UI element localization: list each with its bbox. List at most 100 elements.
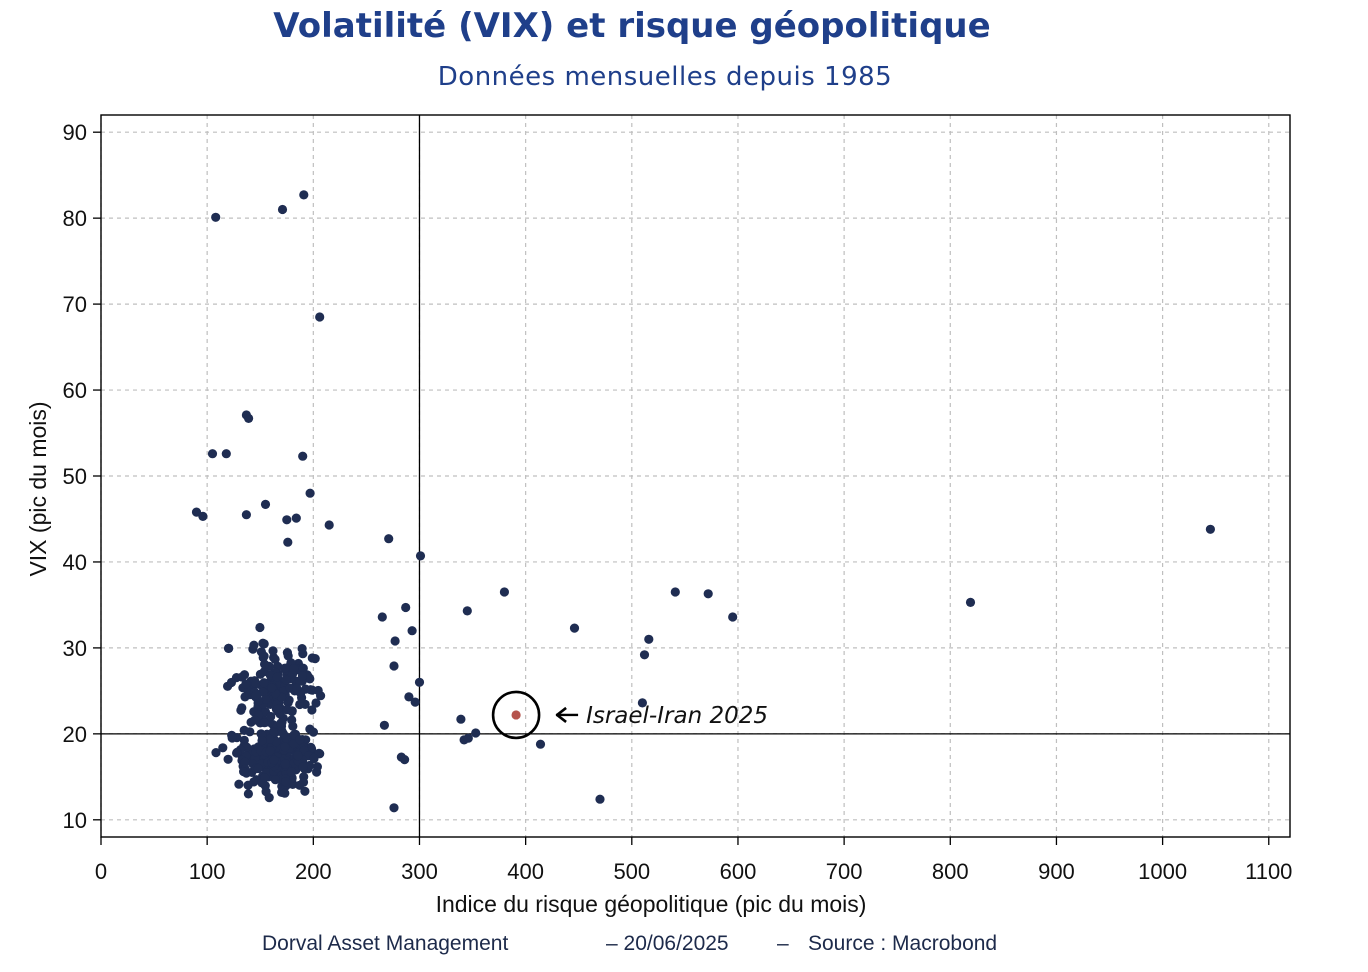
- data-point: [211, 212, 221, 222]
- x-tick-label: 900: [1038, 859, 1075, 884]
- footer-separator: –: [777, 932, 789, 955]
- data-point: [218, 743, 228, 753]
- data-point: [237, 672, 247, 682]
- data-point: [221, 449, 231, 459]
- data-point: [260, 718, 270, 728]
- axis-ticks: 0 100 200 300 400 500 600 700 800 900 1000 1100 10 20…: [63, 120, 1293, 884]
- x-tick-label: 700: [826, 859, 863, 884]
- y-tick-label: 40: [63, 550, 87, 575]
- data-point: [273, 704, 283, 714]
- data-point: [250, 715, 260, 725]
- data-point: [298, 451, 308, 461]
- data-point: [269, 727, 279, 738]
- data-point: [297, 671, 307, 681]
- data-point: [308, 727, 318, 737]
- data-point: [270, 654, 280, 665]
- data-point: [414, 677, 425, 687]
- data-point: [261, 787, 271, 797]
- data-point: [637, 698, 648, 708]
- data-point: [282, 515, 292, 525]
- highlight-point: [511, 710, 521, 720]
- y-tick-label: 50: [63, 464, 87, 489]
- data-point: [258, 638, 268, 648]
- x-axis-label: Indice du risque géopolitique (pic du mo…: [436, 891, 867, 917]
- data-point: [260, 659, 270, 669]
- data-point: [390, 636, 400, 646]
- data-point: [295, 780, 305, 790]
- data-point: [499, 587, 509, 597]
- data-point: [299, 190, 309, 200]
- data-point: [224, 643, 234, 654]
- data-point: [310, 654, 320, 664]
- chart-subtitle: Données mensuelles depuis 1985: [437, 62, 893, 92]
- data-point: [703, 589, 713, 599]
- data-point: [288, 721, 298, 731]
- data-point: [400, 755, 410, 765]
- data-point: [295, 735, 305, 745]
- data-point: [226, 677, 236, 688]
- data-point: [269, 755, 279, 765]
- footer-author: Dorval Asset Management: [262, 932, 509, 955]
- data-point: [315, 312, 325, 322]
- data-point: [255, 622, 265, 633]
- data-point: [281, 675, 291, 685]
- data-point: [639, 650, 650, 660]
- data-point: [280, 788, 290, 798]
- data-point: [278, 728, 288, 739]
- x-tick-label: 1100: [1245, 859, 1292, 884]
- data-point: [198, 511, 208, 521]
- data-point: [241, 510, 251, 520]
- data-point: [292, 683, 302, 694]
- data-point: [291, 513, 301, 523]
- x-tick-label: 600: [720, 859, 757, 884]
- data-point: [1205, 524, 1215, 534]
- data-point: [280, 759, 290, 769]
- x-tick-label: 1000: [1138, 859, 1187, 884]
- data-point: [595, 794, 605, 804]
- data-point: [251, 690, 261, 700]
- data-point: [286, 767, 296, 777]
- data-point: [244, 413, 254, 423]
- data-point: [298, 762, 308, 772]
- data-point: [311, 698, 321, 708]
- x-tick-label: 500: [613, 859, 650, 884]
- annotation-circle: [491, 690, 541, 740]
- data-point: [401, 602, 411, 613]
- y-tick-label: 70: [63, 292, 87, 317]
- y-tick-label: 80: [63, 206, 87, 231]
- y-axis-label: VIX (pic du mois): [25, 401, 51, 576]
- data-point: [313, 685, 323, 696]
- data-point: [277, 204, 288, 215]
- data-point: [287, 706, 297, 717]
- data-point: [257, 735, 267, 746]
- data-points: [191, 190, 1215, 813]
- data-point: [281, 777, 291, 787]
- data-point: [207, 449, 218, 459]
- data-point: [456, 714, 466, 724]
- data-point: [377, 612, 387, 622]
- x-tick-label: 0: [95, 859, 107, 884]
- data-point: [324, 520, 334, 530]
- data-point: [243, 789, 253, 799]
- data-point: [265, 746, 275, 756]
- footer-date: – 20/06/2025: [606, 932, 729, 955]
- data-point: [268, 646, 278, 656]
- data-point: [280, 663, 290, 673]
- data-point: [267, 683, 277, 693]
- data-point: [300, 786, 310, 796]
- data-point: [410, 697, 420, 707]
- grid: [100, 115, 1290, 837]
- x-tick-label: 800: [932, 859, 969, 884]
- data-point: [280, 742, 290, 752]
- data-point: [283, 537, 293, 547]
- data-point: [243, 780, 253, 790]
- data-point: [285, 683, 295, 693]
- data-point: [389, 803, 399, 813]
- data-point: [245, 727, 255, 737]
- data-point: [266, 711, 276, 722]
- data-point: [298, 663, 308, 673]
- data-point: [535, 739, 546, 749]
- chart-title: Volatilité (VIX) et risque géopolitique: [273, 6, 991, 46]
- x-tick-label: 300: [401, 859, 438, 884]
- data-point: [260, 773, 270, 783]
